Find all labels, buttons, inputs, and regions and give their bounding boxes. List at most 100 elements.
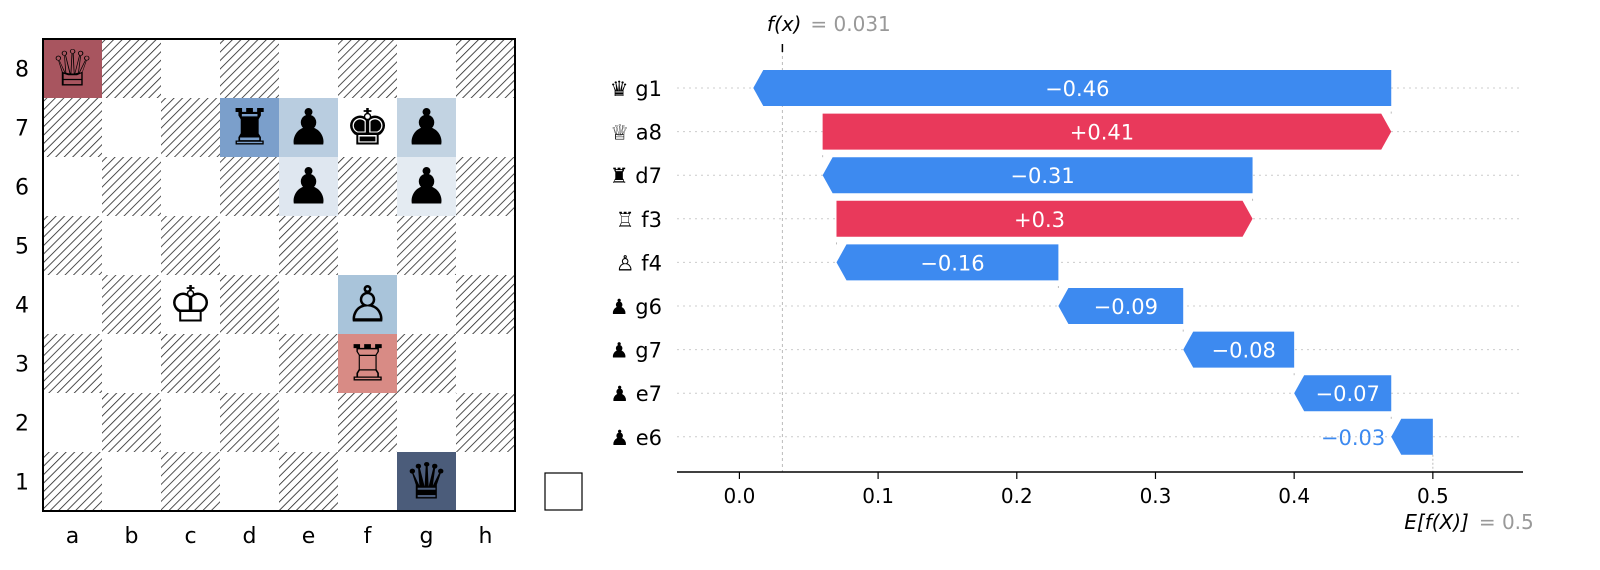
square-hatch-g3: [397, 334, 456, 393]
square-d1: [220, 452, 279, 511]
square-a6: [43, 157, 102, 216]
file-label: b: [125, 524, 139, 549]
square-hatch-h8: [456, 39, 515, 98]
rank-label: 8: [15, 58, 29, 83]
piece-e6[interactable]: ♟: [286, 158, 331, 216]
square-g1: [397, 452, 456, 511]
bar-value-label: −0.08: [1212, 339, 1276, 363]
file-label: d: [243, 524, 257, 549]
piece-c4[interactable]: ♔: [168, 276, 213, 334]
square-hatch-e3: [279, 334, 338, 393]
bar-value-label: −0.09: [1094, 295, 1158, 319]
square-f7: [338, 98, 397, 157]
square-hatch-h4: [456, 275, 515, 334]
rank-label: 6: [15, 176, 29, 201]
x-tick-label: 0.2: [1001, 484, 1033, 508]
bar-value-label: −0.16: [920, 251, 984, 275]
rank-label: 2: [15, 412, 29, 437]
square-f3: [338, 334, 397, 393]
feature-label: ♖ f3: [616, 208, 662, 232]
square-hatch-g5: [397, 216, 456, 275]
x-tick-label: 0.5: [1417, 484, 1449, 508]
bar-0[interactable]: [753, 70, 1392, 106]
file-label: e: [302, 524, 316, 549]
square-d3: [220, 334, 279, 393]
piece-f7[interactable]: ♚: [345, 99, 390, 157]
square-e8: [279, 39, 338, 98]
square-f1: [338, 452, 397, 511]
bar-1[interactable]: [822, 113, 1392, 150]
feature-label: ♛ g1: [610, 77, 662, 101]
x-tick-label: 0.4: [1278, 484, 1310, 508]
square-h3: [456, 334, 515, 393]
piece-g7[interactable]: ♟: [404, 99, 449, 157]
square-hatch-b4: [102, 275, 161, 334]
square-b3: [102, 334, 161, 393]
rank-label: 3: [15, 353, 29, 378]
bar-8[interactable]: [1391, 418, 1433, 455]
bar-3[interactable]: [836, 200, 1253, 237]
square-hatch-e5: [279, 216, 338, 275]
piece-d7[interactable]: ♜: [227, 99, 272, 157]
square-hatch-a1: [43, 452, 102, 511]
bar-4[interactable]: [836, 244, 1059, 281]
piece-f3[interactable]: ♖: [345, 335, 390, 393]
square-g6: [397, 157, 456, 216]
square-hatch-d8: [220, 39, 279, 98]
square-hatch-a3: [43, 334, 102, 393]
file-label: f: [364, 524, 373, 549]
fx-label: f(x): [767, 12, 801, 36]
feature-label: ♜ d7: [610, 164, 662, 188]
file-label: a: [66, 524, 79, 549]
piece-a8[interactable]: ♕: [50, 40, 95, 98]
bar-value-label: +0.3: [1014, 208, 1065, 232]
bar-7[interactable]: [1294, 375, 1392, 412]
square-hatch-h2: [456, 393, 515, 452]
bar-value-label: −0.07: [1316, 382, 1380, 406]
square-f4: [338, 275, 397, 334]
square-hatch-f6: [338, 157, 397, 216]
file-label: g: [420, 524, 434, 549]
square-d5: [220, 216, 279, 275]
feature-label: ♟ g6: [610, 295, 662, 319]
x-tick-label: 0.1: [862, 484, 894, 508]
square-hatch-c3: [161, 334, 220, 393]
square-g2: [397, 393, 456, 452]
piece-g6[interactable]: ♟: [404, 158, 449, 216]
square-hatch-f2: [338, 393, 397, 452]
square-b1: [102, 452, 161, 511]
piece-e7[interactable]: ♟: [286, 99, 331, 157]
feature-label: ♟ e6: [610, 426, 662, 450]
bar-value-label: −0.31: [1010, 164, 1074, 188]
bar-2[interactable]: [822, 157, 1253, 194]
square-f5: [338, 216, 397, 275]
square-hatch-b6: [102, 157, 161, 216]
rank-label: 7: [15, 117, 29, 142]
rank-label: 4: [15, 294, 29, 319]
rank-label: 1: [15, 471, 29, 496]
square-d7: [220, 98, 279, 157]
square-a4: [43, 275, 102, 334]
piece-f4[interactable]: ♙: [345, 276, 390, 334]
square-hatch-e1: [279, 452, 338, 511]
square-hatch-f8: [338, 39, 397, 98]
empty-checkbox[interactable]: [544, 472, 583, 511]
square-a8: [43, 39, 102, 98]
bar-5[interactable]: [1058, 288, 1184, 324]
square-g7: [397, 98, 456, 157]
bar-value-label: −0.46: [1045, 77, 1109, 101]
waterfall-chart-panel: −0.46 ♛ g1 +0.41 ♕ a8 −0.31 ♜ d7 +0.3 ♖ f3 −0.16…: [600, 0, 1600, 566]
square-h7: [456, 98, 515, 157]
square-hatch-d6: [220, 157, 279, 216]
square-c8: [161, 39, 220, 98]
feature-label: ♕ a8: [610, 121, 662, 145]
file-label: c: [184, 524, 196, 549]
square-h5: [456, 216, 515, 275]
bar-6[interactable]: [1183, 331, 1295, 368]
square-hatch-h6: [456, 157, 515, 216]
file-label: h: [479, 524, 493, 549]
piece-g1[interactable]: ♛: [404, 453, 449, 511]
square-b5: [102, 216, 161, 275]
bar-value-label: +0.41: [1070, 121, 1134, 145]
feature-label: ♟ g7: [610, 339, 662, 363]
